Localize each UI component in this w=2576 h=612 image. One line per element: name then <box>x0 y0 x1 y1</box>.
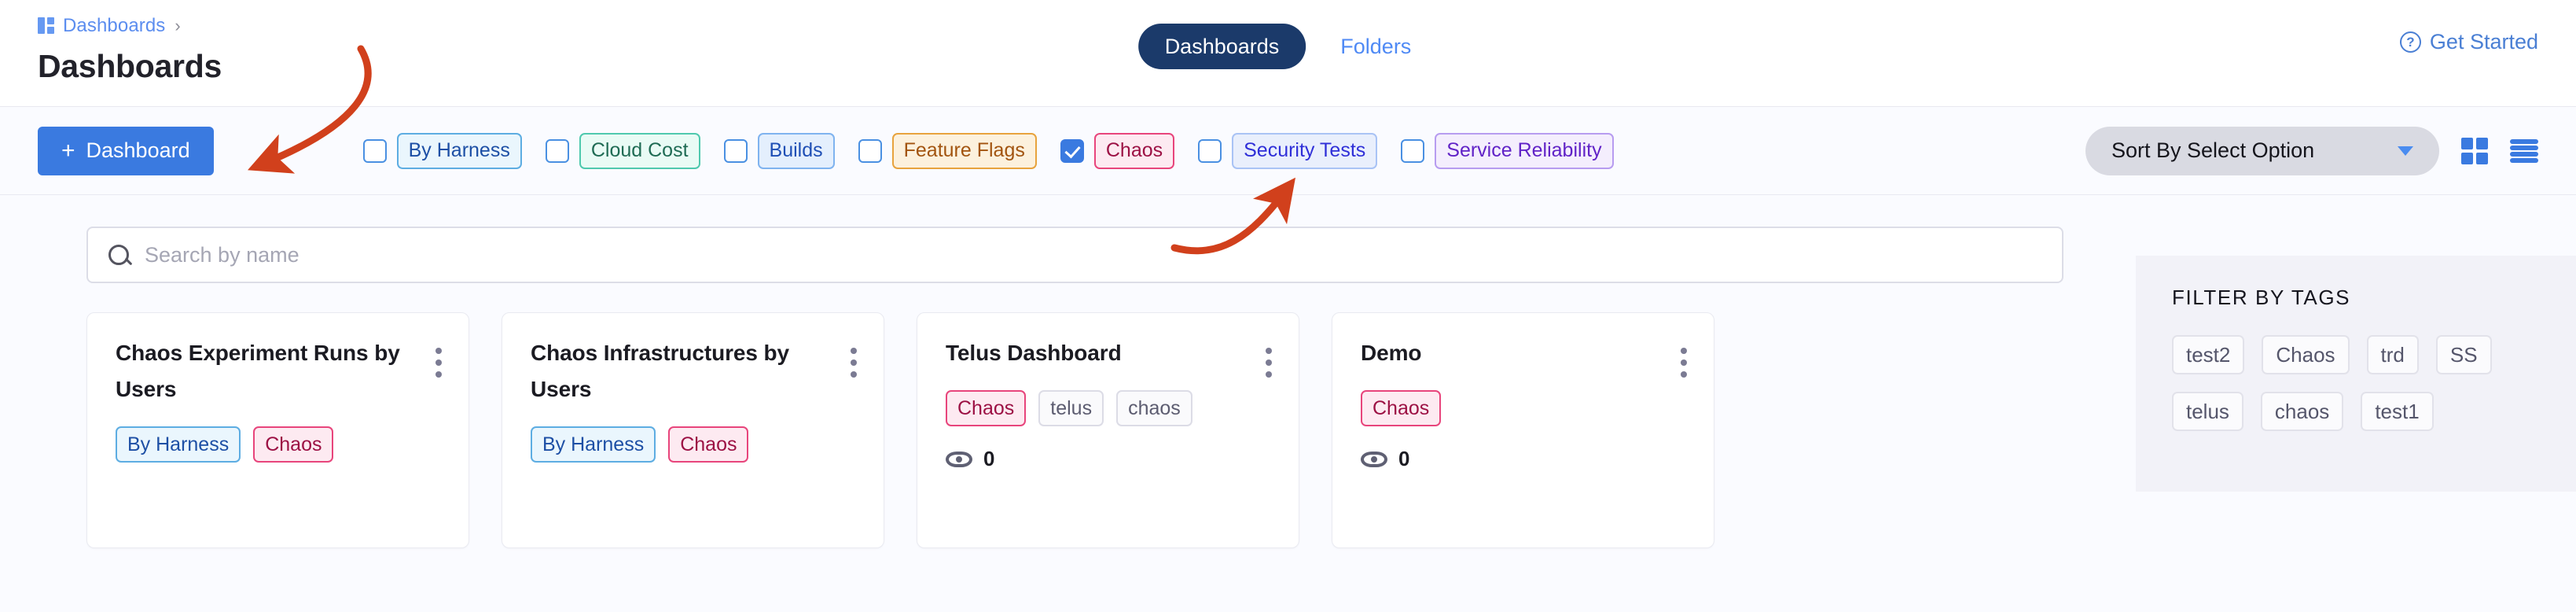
chevron-down-icon <box>2398 146 2413 156</box>
page-header: Dashboards › Dashboards Dashboards Folde… <box>0 0 2576 107</box>
new-dashboard-label: Dashboard <box>86 138 190 162</box>
card-tag[interactable]: Chaos <box>946 390 1027 426</box>
card-menu-icon[interactable] <box>435 348 442 378</box>
filter-checkbox-chaos[interactable] <box>1060 138 1084 163</box>
content-area: Chaos Experiment Runs by Users By Harnes… <box>0 195 2576 612</box>
filter-checkbox-cloud-cost[interactable] <box>545 138 569 163</box>
card-tags: Chaos telus chaos <box>946 390 1277 426</box>
card-menu-icon[interactable] <box>851 348 857 378</box>
filter-by-tags-panel: FILTER BY TAGS test2 Chaos trd SS telus … <box>2136 256 2576 492</box>
grid-icon <box>38 17 55 35</box>
dashboard-cards-row: Chaos Experiment Runs by Users By Harnes… <box>0 283 2576 548</box>
card-tags: By Harness Chaos <box>531 426 862 463</box>
filter-checkbox-security-tests[interactable] <box>1198 138 1222 163</box>
eye-icon <box>946 451 972 467</box>
get-started-label: Get Started <box>2429 30 2538 53</box>
toolbar-right: Sort By Select Option <box>2085 126 2538 175</box>
filter-tag[interactable]: test2 <box>2172 335 2245 374</box>
card-title: Chaos Experiment Runs by Users <box>116 341 400 401</box>
dashboard-card[interactable]: Telus Dashboard Chaos telus chaos 0 <box>917 312 1299 548</box>
header-left: Dashboards › Dashboards <box>0 0 222 85</box>
filter-tag[interactable]: SS <box>2435 335 2492 374</box>
filter-checkbox-by-harness[interactable] <box>362 138 387 163</box>
filter-tag[interactable]: trd <box>2366 335 2419 374</box>
filter-chip-cloud-cost[interactable]: Cloud Cost <box>579 132 700 169</box>
filter-checkbox-builds[interactable] <box>723 138 748 163</box>
question-circle-icon: ? <box>2399 31 2421 53</box>
card-views: 0 <box>946 447 1277 471</box>
plus-icon: + <box>61 137 75 164</box>
filter-checkbox-feature-flags[interactable] <box>858 138 882 163</box>
grid-view-icon[interactable] <box>2461 137 2488 164</box>
search-box[interactable] <box>86 227 2063 283</box>
toolbar: + Dashboard By Harness Cloud Cost Builds… <box>0 107 2576 195</box>
filter-chip-by-harness[interactable]: By Harness <box>396 132 522 169</box>
dashboard-card[interactable]: Chaos Infrastructures by Users By Harnes… <box>502 312 884 548</box>
filter-by-tags-title: FILTER BY TAGS <box>2172 286 2351 309</box>
sort-by-select[interactable]: Sort By Select Option <box>2085 126 2439 175</box>
card-tag[interactable]: Chaos <box>668 426 749 463</box>
filter-by-tags-list: test2 Chaos trd SS telus chaos test1 <box>2172 335 2534 431</box>
filter-tag[interactable]: test1 <box>2361 392 2434 431</box>
filter-group-chaos: Chaos <box>1060 132 1175 169</box>
get-started-button[interactable]: ? Get Started <box>2399 30 2538 53</box>
filter-group-security-tests: Security Tests <box>1198 132 1378 169</box>
filter-group-cloud-cost: Cloud Cost <box>545 132 700 169</box>
filter-chip-service-reliability[interactable]: Service Reliability <box>1435 132 1614 169</box>
search-input[interactable] <box>145 242 2041 267</box>
filter-tag[interactable]: chaos <box>2260 392 2344 431</box>
card-views: 0 <box>1361 447 1692 471</box>
filter-chip-builds[interactable]: Builds <box>757 132 835 169</box>
card-tags: Chaos <box>1361 390 1692 426</box>
card-tag[interactable]: chaos <box>1116 390 1192 426</box>
card-title: Demo <box>1361 341 1422 365</box>
card-tag[interactable]: Chaos <box>1361 390 1442 426</box>
list-view-icon[interactable] <box>2510 138 2538 163</box>
search-wrap <box>0 195 2576 283</box>
eye-icon <box>1361 451 1387 467</box>
page-title: Dashboards <box>38 48 222 84</box>
breadcrumb: Dashboards › <box>38 16 222 36</box>
card-tags: By Harness Chaos <box>116 426 446 463</box>
card-tag[interactable]: Chaos <box>253 426 334 463</box>
card-menu-icon[interactable] <box>1266 348 1272 378</box>
card-title: Chaos Infrastructures by Users <box>531 341 790 401</box>
dashboard-card[interactable]: Chaos Experiment Runs by Users By Harnes… <box>86 312 469 548</box>
filter-chip-row: By Harness Cloud Cost Builds Feature Fla… <box>362 132 1637 169</box>
new-dashboard-button[interactable]: + Dashboard <box>38 126 214 175</box>
search-icon <box>108 245 129 265</box>
header-tabs: Dashboards Folders <box>1137 24 1439 69</box>
breadcrumb-link-dashboards[interactable]: Dashboards <box>63 15 166 36</box>
filter-tag[interactable]: Chaos <box>2262 335 2350 374</box>
sort-by-label: Sort By Select Option <box>2111 138 2315 162</box>
filter-chip-security-tests[interactable]: Security Tests <box>1232 132 1378 169</box>
breadcrumb-separator: › <box>175 16 181 35</box>
card-tag[interactable]: telus <box>1038 390 1104 426</box>
filter-group-feature-flags: Feature Flags <box>858 132 1037 169</box>
card-tag[interactable]: By Harness <box>531 426 656 463</box>
views-count: 0 <box>1398 447 1410 470</box>
filter-chip-chaos[interactable]: Chaos <box>1093 132 1175 169</box>
card-menu-icon[interactable] <box>1681 348 1687 378</box>
filter-group-service-reliability: Service Reliability <box>1401 132 1614 169</box>
filter-tag[interactable]: telus <box>2172 392 2243 431</box>
card-tag[interactable]: By Harness <box>116 426 241 463</box>
filter-checkbox-service-reliability[interactable] <box>1401 138 1425 163</box>
filter-group-builds: Builds <box>723 132 835 169</box>
tab-dashboards[interactable]: Dashboards <box>1137 24 1306 69</box>
card-title: Telus Dashboard <box>946 341 1122 365</box>
filter-group-by-harness: By Harness <box>362 132 522 169</box>
filter-chip-feature-flags[interactable]: Feature Flags <box>891 132 1037 169</box>
tab-folders[interactable]: Folders <box>1340 35 1412 58</box>
views-count: 0 <box>983 447 995 470</box>
dashboard-card[interactable]: Demo Chaos 0 <box>1332 312 1714 548</box>
